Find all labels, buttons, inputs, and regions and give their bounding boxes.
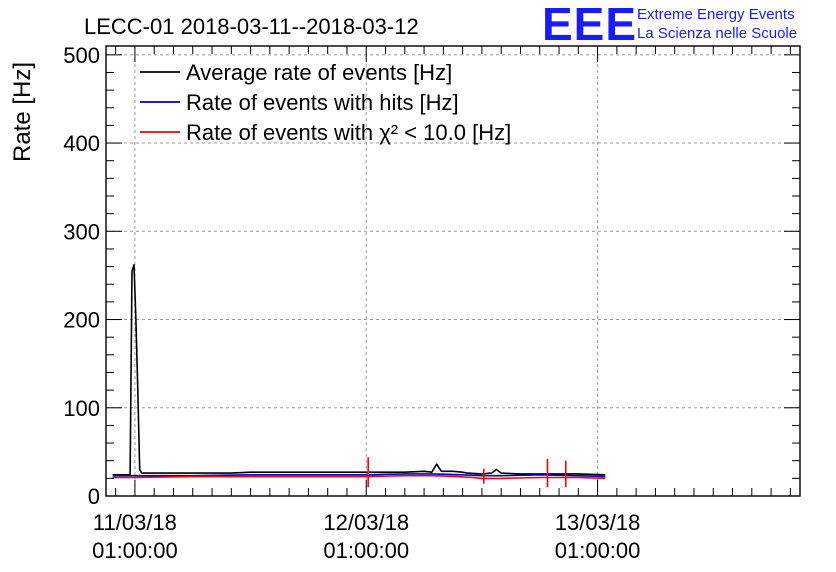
y-tick-label: 500 [63,43,100,68]
y-tick-label: 0 [88,484,100,509]
y-tick-label: 100 [63,396,100,421]
x-tick-time-label: 01:00:00 [92,538,178,563]
grid [106,46,800,496]
series-line-2 [112,474,606,480]
y-tick-label: 200 [63,308,100,333]
eee-logo: EEE Extreme Energy Events La Scienza nel… [542,0,797,50]
series-line-1 [112,473,606,478]
x-tick-date-label: 12/03/18 [323,510,409,535]
y-axis-title: Rate [Hz] [9,62,36,162]
legend-label-2: Rate of events with χ² < 10.0 [Hz] [186,120,511,145]
series-layer [112,263,606,488]
eee-logo-line1: Extreme Energy Events [637,6,795,23]
x-tick-date-label: 11/03/18 [93,510,177,535]
eee-logo-mark: EEE [542,0,637,50]
series-line-0 [112,263,606,476]
legend-label-0: Average rate of events [Hz] [186,60,452,85]
plot-frame [105,45,801,497]
legend: Average rate of events [Hz] Rate of event… [140,60,511,145]
eee-logo-line2: La Scienza nelle Scuole [637,25,797,42]
ticks: 0 100 200 300 400 500 11/03/18 01:00:00 12/03/18… [63,43,800,563]
x-tick-date-label: 13/03/18 [555,510,641,535]
y-tick-label: 400 [63,131,100,156]
legend-label-1: Rate of events with hits [Hz] [186,90,459,115]
x-tick-time-label: 01:00:00 [323,538,409,563]
x-tick-time-label: 01:00:00 [555,538,641,563]
chart-title: LECC-01 2018-03-11--2018-03-12 [84,14,419,39]
axes [105,45,801,497]
y-tick-label: 300 [63,219,100,244]
